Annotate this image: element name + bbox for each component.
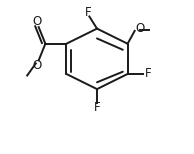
Text: F: F <box>94 101 100 114</box>
Text: O: O <box>135 22 145 35</box>
Text: O: O <box>32 59 41 72</box>
Text: F: F <box>145 67 152 81</box>
Text: O: O <box>32 15 41 28</box>
Text: F: F <box>85 6 92 19</box>
